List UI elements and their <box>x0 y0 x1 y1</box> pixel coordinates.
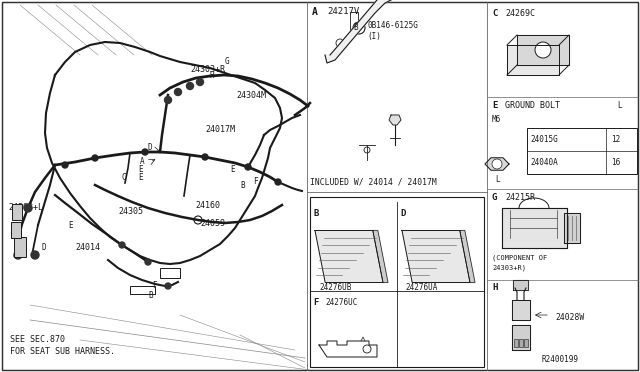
Text: F: F <box>152 282 157 291</box>
Polygon shape <box>512 325 530 350</box>
Text: F: F <box>253 176 258 186</box>
Text: E: E <box>138 173 143 183</box>
Polygon shape <box>564 213 580 243</box>
Text: D: D <box>42 244 47 253</box>
Text: B: B <box>313 209 318 218</box>
Polygon shape <box>507 45 559 75</box>
Polygon shape <box>372 231 388 282</box>
Text: F: F <box>313 298 318 307</box>
Text: H: H <box>492 283 497 292</box>
Text: D: D <box>148 144 152 153</box>
Bar <box>519 339 523 347</box>
Text: 24215R: 24215R <box>505 192 535 202</box>
Text: G: G <box>225 58 230 67</box>
Circle shape <box>92 155 98 161</box>
Bar <box>130 286 155 294</box>
Polygon shape <box>389 115 401 125</box>
Text: 24276UA: 24276UA <box>405 283 437 292</box>
Circle shape <box>145 259 151 265</box>
Text: A: A <box>140 157 145 167</box>
Text: (COMPONENT OF: (COMPONENT OF <box>492 255 547 261</box>
Text: 24303+L: 24303+L <box>8 203 43 212</box>
Bar <box>514 339 518 347</box>
Text: SEE SEC.870: SEE SEC.870 <box>10 336 65 344</box>
Text: D: D <box>400 209 405 218</box>
Circle shape <box>202 154 208 160</box>
Circle shape <box>186 83 193 90</box>
Text: INCLUDED W/ 24014 / 24017M: INCLUDED W/ 24014 / 24017M <box>310 177 436 186</box>
Bar <box>12 204 22 220</box>
Text: 16: 16 <box>611 158 620 167</box>
Circle shape <box>31 251 39 259</box>
Bar <box>160 268 180 278</box>
Polygon shape <box>402 231 470 282</box>
Circle shape <box>492 159 502 169</box>
Circle shape <box>535 42 551 58</box>
Circle shape <box>196 78 204 86</box>
Text: 24059: 24059 <box>200 218 225 228</box>
Text: R2400199: R2400199 <box>542 356 579 365</box>
Text: E: E <box>492 100 497 109</box>
Text: G: G <box>492 192 497 202</box>
Text: (I): (I) <box>367 32 381 41</box>
Circle shape <box>175 89 182 96</box>
Polygon shape <box>325 0 397 63</box>
Bar <box>524 339 528 347</box>
Circle shape <box>275 179 281 185</box>
Circle shape <box>62 162 68 168</box>
Polygon shape <box>460 231 475 282</box>
Text: 24303+R): 24303+R) <box>492 265 526 271</box>
Circle shape <box>119 242 125 248</box>
Polygon shape <box>315 231 383 282</box>
Text: FOR SEAT SUB HARNESS.: FOR SEAT SUB HARNESS. <box>10 347 115 356</box>
Text: 0B146-6125G: 0B146-6125G <box>367 22 418 31</box>
Text: E: E <box>68 221 72 230</box>
Text: 24305: 24305 <box>118 208 143 217</box>
Text: GROUND BOLT: GROUND BOLT <box>505 100 560 109</box>
Circle shape <box>245 164 251 170</box>
Text: 24276UB: 24276UB <box>319 283 351 292</box>
Text: 24303+R: 24303+R <box>190 65 225 74</box>
Text: B: B <box>148 291 152 299</box>
Circle shape <box>165 283 171 289</box>
Bar <box>350 12 358 30</box>
Text: L: L <box>495 174 500 183</box>
Text: 24276UC: 24276UC <box>325 298 357 307</box>
Circle shape <box>164 96 172 103</box>
Polygon shape <box>502 208 567 248</box>
Circle shape <box>14 251 22 259</box>
Polygon shape <box>512 300 530 320</box>
Text: 24017M: 24017M <box>205 125 235 135</box>
Text: 24028W: 24028W <box>555 312 584 321</box>
Text: 24014: 24014 <box>75 244 100 253</box>
Text: B: B <box>354 23 358 32</box>
Text: B: B <box>240 180 244 189</box>
Bar <box>11 222 21 238</box>
Text: L: L <box>617 100 621 109</box>
Text: 24269C: 24269C <box>505 9 535 17</box>
Text: M6: M6 <box>492 115 501 124</box>
Text: H: H <box>210 71 214 80</box>
Bar <box>310 197 484 367</box>
Text: 24217V: 24217V <box>327 7 359 16</box>
Text: C: C <box>492 9 497 17</box>
Text: 24160: 24160 <box>195 201 220 209</box>
Text: C: C <box>122 173 127 183</box>
Text: E: E <box>230 166 235 174</box>
Text: 24015G: 24015G <box>530 135 557 144</box>
Polygon shape <box>513 280 528 290</box>
Text: 12: 12 <box>611 135 620 144</box>
Text: E: E <box>138 166 143 174</box>
Bar <box>527 128 637 174</box>
Bar <box>14 237 26 257</box>
Polygon shape <box>517 35 569 65</box>
Circle shape <box>142 149 148 155</box>
Text: 24040A: 24040A <box>530 158 557 167</box>
Polygon shape <box>485 158 509 170</box>
Text: 24304M: 24304M <box>236 90 266 99</box>
Circle shape <box>24 204 32 212</box>
Text: A: A <box>312 7 318 17</box>
